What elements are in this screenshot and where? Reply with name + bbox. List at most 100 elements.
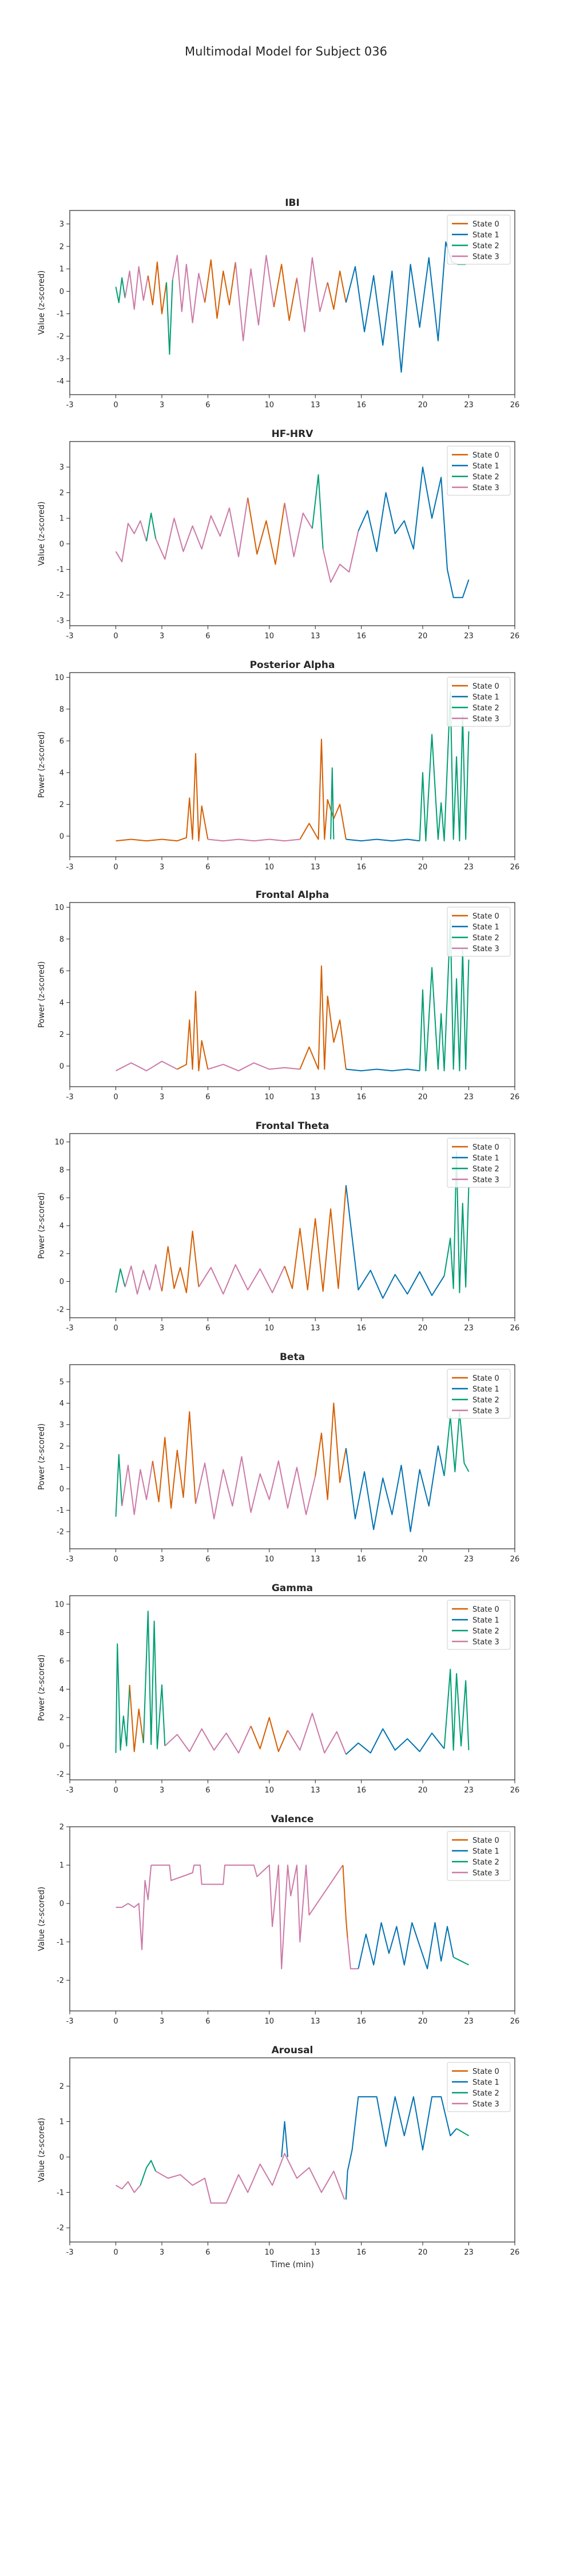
series-line-state-3 xyxy=(347,1938,359,1970)
x-tick-label: 3 xyxy=(160,2248,164,2257)
y-tick-label: 4 xyxy=(59,1685,64,1694)
y-tick-label: 8 xyxy=(59,1166,64,1175)
x-tick-label: 20 xyxy=(418,1555,428,1564)
y-tick-label: -1 xyxy=(57,2189,64,2197)
legend-label: State 1 xyxy=(472,1385,499,1394)
x-tick-label: 26 xyxy=(510,1555,520,1564)
y-axis-label: Value (z-scored) xyxy=(37,2118,46,2183)
legend-label: State 0 xyxy=(472,451,499,460)
series-line-state-1 xyxy=(357,1922,454,1970)
x-tick-label: -3 xyxy=(66,1786,74,1795)
y-tick-label: -1 xyxy=(57,310,64,319)
x-tick-label: 23 xyxy=(464,1324,474,1333)
y-tick-label: 4 xyxy=(59,999,64,1007)
legend-label: State 3 xyxy=(472,1638,499,1647)
axes-frame xyxy=(69,441,515,626)
series-line-state-1 xyxy=(345,241,452,373)
y-tick-label: 8 xyxy=(59,1629,64,1637)
legend-label: State 2 xyxy=(472,242,499,251)
x-tick-label: 13 xyxy=(311,1093,320,1102)
x-tick-label: 6 xyxy=(205,2017,210,2026)
series-line-state-2 xyxy=(443,1411,470,1476)
y-tick-label: 3 xyxy=(59,1421,64,1429)
series-line-state-2 xyxy=(115,1454,123,1517)
y-tick-label: 1 xyxy=(59,2118,64,2126)
x-tick-label: 10 xyxy=(264,863,274,872)
x-tick-label: 0 xyxy=(113,1555,118,1564)
subplot-title: Beta xyxy=(280,1351,305,1363)
y-tick-label: -2 xyxy=(57,1771,64,1779)
legend-label: State 2 xyxy=(472,1858,499,1867)
series-line-state-2 xyxy=(443,1668,470,1751)
legend-label: State 0 xyxy=(472,1374,499,1383)
series-line-state-0 xyxy=(152,1411,196,1509)
x-tick-label: 10 xyxy=(264,2017,274,2026)
legend-label: State 2 xyxy=(472,473,499,482)
x-tick-label: 6 xyxy=(205,1324,210,1333)
series-line-state-0 xyxy=(327,271,347,310)
x-tick-label: 23 xyxy=(464,401,474,410)
x-tick-label: -3 xyxy=(66,1093,74,1102)
y-tick-label: 2 xyxy=(59,1714,64,1723)
x-tick-label: 0 xyxy=(113,632,118,641)
legend-label: State 3 xyxy=(472,2100,499,2109)
y-tick-label: 0 xyxy=(59,2153,64,2162)
series-line-state-1 xyxy=(345,1445,445,1532)
x-tick-label: 3 xyxy=(160,401,164,410)
x-tick-label: 3 xyxy=(160,1555,164,1564)
legend: State 0 State 1 State 2 State 3 xyxy=(447,907,511,957)
x-tick-label: 16 xyxy=(356,1324,366,1333)
y-tick-label: 2 xyxy=(59,2082,64,2091)
y-tick-label: 0 xyxy=(59,540,64,548)
series-line-state-0 xyxy=(284,1185,347,1292)
y-tick-label: -1 xyxy=(57,566,64,574)
y-tick-label: -2 xyxy=(57,1306,64,1314)
y-tick-label: -2 xyxy=(57,332,64,341)
x-tick-label: 20 xyxy=(418,1786,428,1795)
subplot-title: Frontal Theta xyxy=(256,1120,329,1132)
x-tick-label: 3 xyxy=(160,2017,164,2026)
x-tick-label: 6 xyxy=(205,2248,210,2257)
x-tick-label: 0 xyxy=(113,401,118,410)
x-tick-label: -3 xyxy=(66,1324,74,1333)
series-line-state-3 xyxy=(151,1865,344,1970)
x-tick-label: -3 xyxy=(66,632,74,641)
x-tick-label: 0 xyxy=(113,2248,118,2257)
legend-label: State 3 xyxy=(472,1869,499,1878)
y-tick-label: 4 xyxy=(59,1400,64,1408)
x-tick-label: 20 xyxy=(418,1324,428,1333)
legend-label: State 1 xyxy=(472,1154,499,1163)
legend-label: State 0 xyxy=(472,2068,499,2076)
series-line-state-0 xyxy=(147,261,167,315)
legend-box xyxy=(447,1138,511,1188)
x-tick-label: 13 xyxy=(311,2017,320,2026)
legend-box xyxy=(447,1369,511,1419)
series-line-state-0 xyxy=(342,1865,348,1938)
series-line-state-3 xyxy=(172,255,206,324)
legend-label: State 3 xyxy=(472,945,499,953)
x-tick-label: 26 xyxy=(510,2248,520,2257)
x-tick-label: 23 xyxy=(464,1555,474,1564)
series-line-state-3 xyxy=(208,838,300,842)
series-line-state-0 xyxy=(299,738,347,840)
x-tick-label: 20 xyxy=(418,1093,428,1102)
legend-box xyxy=(447,1831,511,1881)
legend-label: State 0 xyxy=(472,1605,499,1614)
y-axis-label: Power (z-scored) xyxy=(37,732,46,798)
subplot-8: Arousal -3 0 3 6 10 13 16 20 23 26 -2 -1 0 1 2 Value (z-… xyxy=(37,2045,519,2269)
x-tick-label: 26 xyxy=(510,1324,520,1333)
subplot-title: IBI xyxy=(285,197,300,209)
axes-frame xyxy=(69,672,515,857)
series-line-state-0 xyxy=(204,259,236,319)
x-tick-label: 10 xyxy=(264,1555,274,1564)
series-line-state-2 xyxy=(146,512,157,542)
axes-frame xyxy=(69,1595,515,1780)
y-tick-label: 4 xyxy=(59,1222,64,1231)
y-tick-label: 0 xyxy=(59,1742,64,1751)
legend-label: State 2 xyxy=(472,934,499,943)
x-tick-label: 0 xyxy=(113,2017,118,2026)
legend-box xyxy=(447,446,511,496)
legend: State 0 State 1 State 2 State 3 xyxy=(447,1600,511,1650)
y-tick-label: 1 xyxy=(59,1464,64,1472)
y-tick-label: 10 xyxy=(54,1138,64,1147)
